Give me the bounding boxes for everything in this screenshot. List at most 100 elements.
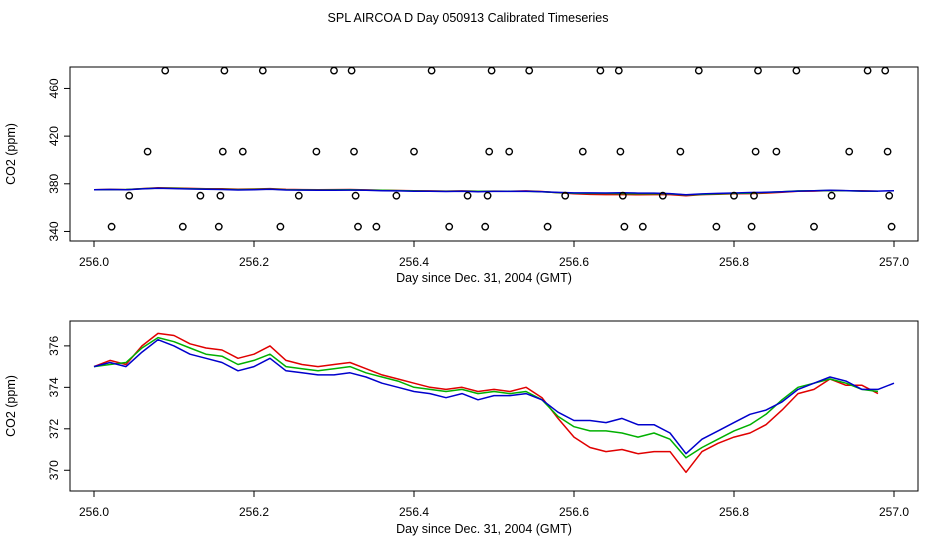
calibration-point (481, 222, 490, 231)
calibration-point (620, 222, 629, 231)
calibration-point (463, 191, 472, 200)
panel-top: Day since Dec. 31, 2004 (GMT) CO2 (ppm) … (4, 66, 919, 285)
calibration-point (863, 66, 872, 75)
panel-top-x-tick-label: 257.0 (879, 255, 909, 269)
calibration-point (351, 191, 360, 200)
panel-bottom-y-tick-label: 372 (47, 418, 61, 438)
panel-top-x-axis: 256.0 256.2 256.4 256.6 256.8 257.0 (79, 241, 909, 269)
calibration-point (445, 222, 454, 231)
panel-top-y-tick-label: 380 (47, 173, 61, 193)
panel-bottom-y-axis: 370 372 374 376 (47, 336, 70, 480)
calibration-point (220, 66, 229, 75)
calibration-point (810, 222, 818, 231)
calibration-point (712, 222, 721, 231)
calibration-point (578, 147, 587, 156)
calibration-point (561, 191, 570, 200)
calibration-point (754, 66, 762, 75)
panel-bottom-x-tick-label: 256.0 (79, 505, 109, 519)
panel-bottom-series-blue (93, 338, 895, 455)
calibration-point (638, 222, 647, 231)
panel-top-series-blue (93, 187, 895, 196)
panel-top-ylabel: CO2 (ppm) (4, 123, 18, 185)
calibration-point (525, 66, 534, 75)
calibration-point (392, 191, 401, 200)
calibration-point (350, 147, 358, 156)
panel-bottom-x-tick-label: 256.8 (719, 505, 749, 519)
calibration-point (792, 66, 801, 75)
calibration-point (143, 147, 152, 156)
panel-bottom-x-tick-label: 257.0 (879, 505, 909, 519)
calibration-point (883, 147, 892, 156)
panel-top-x-tick-label: 256.6 (559, 255, 589, 269)
panel-bottom-series (93, 332, 895, 474)
calibration-point (614, 66, 623, 75)
calibration-point (294, 191, 303, 200)
calibration-point (276, 222, 285, 231)
calibration-point (161, 66, 170, 75)
panel-top-x-tick-label: 256.4 (399, 255, 429, 269)
calibration-point (178, 222, 187, 231)
calibration-point (125, 191, 134, 200)
calibration-point (676, 147, 685, 156)
calibration-point (214, 222, 223, 231)
panel-bottom: Day since Dec. 31, 2004 (GMT) CO2 (ppm) … (4, 320, 919, 536)
calibration-point (750, 191, 758, 200)
panel-top-y-axis: 340 380 420 460 (47, 78, 70, 241)
calibration-point (751, 147, 760, 156)
panel-bottom-series-red (93, 332, 879, 474)
calibration-point (347, 66, 356, 75)
panel-bottom-x-tick-label: 256.2 (239, 505, 269, 519)
calibration-point (505, 147, 514, 156)
panel-top-y-tick-label: 420 (47, 126, 61, 146)
calibration-point (354, 222, 362, 231)
panel-bottom-xlabel: Day since Dec. 31, 2004 (GMT) (396, 522, 572, 536)
calibration-point (772, 147, 781, 156)
calibration-point (881, 66, 890, 75)
calibration-point (845, 147, 854, 156)
calibration-point (596, 66, 605, 75)
calibration-point (487, 66, 496, 75)
calibration-point (827, 191, 836, 200)
calibration-point (694, 66, 703, 75)
calibration-point (427, 66, 436, 75)
panel-bottom-y-tick-label: 370 (47, 460, 61, 480)
calibration-point (618, 191, 627, 200)
panel-bottom-series-green (93, 336, 879, 459)
panel-top-calibration-points (107, 66, 896, 231)
panel-bottom-x-tick-label: 256.4 (399, 505, 429, 519)
calibration-point (730, 191, 738, 200)
calibration-point (372, 222, 381, 231)
calibration-point (330, 66, 338, 75)
panel-bottom-y-tick-label: 376 (47, 336, 61, 356)
calibration-point (410, 147, 418, 156)
calibration-point (887, 222, 896, 231)
calibration-point (107, 222, 116, 231)
panel-bottom-frame (69, 320, 919, 492)
calibration-point (312, 147, 321, 156)
calibration-point (747, 222, 756, 231)
panel-top-y-tick-label: 460 (47, 78, 61, 98)
calibration-point (658, 191, 667, 200)
panel-top-frame (69, 66, 919, 242)
panel-top-x-tick-label: 256.2 (239, 255, 269, 269)
panel-bottom-y-tick-label: 374 (47, 377, 61, 397)
calibration-point (485, 147, 494, 156)
panel-bottom-ylabel: CO2 (ppm) (4, 375, 18, 437)
panel-top-x-tick-label: 256.0 (79, 255, 109, 269)
calibration-point (483, 191, 492, 200)
calibration-point (216, 191, 225, 200)
calibration-point (616, 147, 625, 156)
calibration-point (885, 191, 894, 200)
panel-bottom-x-axis: 256.0 256.2 256.4 256.6 256.8 257.0 (79, 491, 909, 519)
calibration-point (218, 147, 227, 156)
calibration-point (258, 66, 267, 75)
calibration-point (543, 222, 552, 231)
panel-top-y-tick-label: 340 (47, 221, 61, 241)
panel-top-xlabel: Day since Dec. 31, 2004 (GMT) (396, 271, 572, 285)
panel-bottom-x-tick-label: 256.6 (559, 505, 589, 519)
panel-top-x-tick-label: 256.8 (719, 255, 749, 269)
calibration-point (238, 147, 247, 156)
calibration-point (196, 191, 205, 200)
panel-top-series (93, 187, 895, 197)
